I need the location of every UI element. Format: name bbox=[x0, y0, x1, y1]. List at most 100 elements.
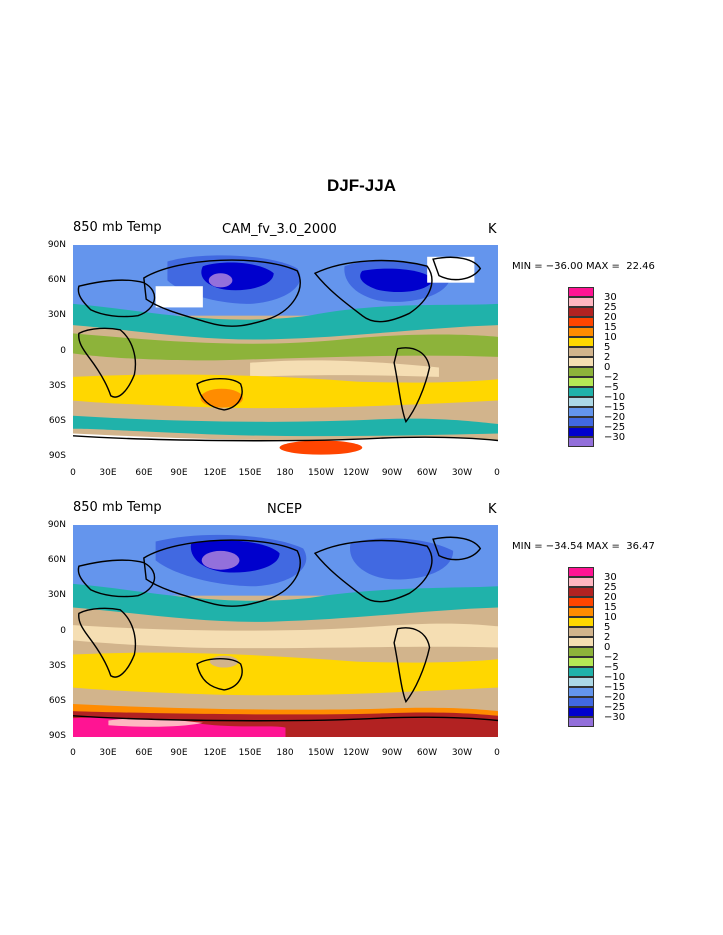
lat-tick-90n: 90N bbox=[47, 520, 66, 530]
panel-variable-label: 850 mb Temp bbox=[73, 500, 162, 515]
lat-tick-30s: 30S bbox=[48, 381, 66, 391]
field-australia-warm bbox=[209, 655, 239, 668]
colorbar-swatch bbox=[568, 667, 594, 677]
colorbar-swatch bbox=[568, 607, 594, 617]
lon-tick: 60E bbox=[135, 748, 153, 758]
colorbar-swatch bbox=[568, 347, 594, 357]
colorbar-label: −15 bbox=[604, 682, 626, 693]
colorbar-swatch bbox=[568, 657, 594, 667]
colorbar-label: 15 bbox=[604, 322, 617, 333]
colorbar bbox=[568, 567, 594, 727]
field-teal-band bbox=[73, 583, 498, 622]
lon-tick: 0 bbox=[494, 748, 500, 758]
colorbar-swatch bbox=[568, 617, 594, 627]
field-teal-band bbox=[73, 303, 498, 340]
colorbar-label: −2 bbox=[604, 652, 619, 663]
colorbar-label: 20 bbox=[604, 592, 617, 603]
colorbar-label: 20 bbox=[604, 312, 617, 323]
field-cold-core-na-inner bbox=[360, 268, 434, 293]
panel-variable-label: 850 mb Temp bbox=[73, 220, 162, 235]
field-antarctic-warm bbox=[279, 440, 363, 455]
field-tropics-wheat bbox=[250, 360, 439, 377]
colorbar-swatch bbox=[568, 597, 594, 607]
field-cold-peak-asia bbox=[208, 273, 233, 288]
colorbar bbox=[568, 287, 594, 447]
lon-tick: 90E bbox=[170, 748, 188, 758]
colorbar-swatch bbox=[568, 387, 594, 397]
panel-min-max: MIN = −34.54 MAX = 36.47 bbox=[512, 541, 655, 552]
lat-tick-30n: 30N bbox=[47, 310, 66, 320]
colorbar-swatch bbox=[568, 287, 594, 297]
panel-units-label: K bbox=[488, 222, 497, 237]
panel-units-label: K bbox=[488, 502, 497, 517]
colorbar-label: 25 bbox=[604, 302, 617, 313]
colorbar-swatch bbox=[568, 307, 594, 317]
lon-tick: 90W bbox=[381, 468, 403, 478]
figure-title: DJF-JJA bbox=[327, 176, 396, 195]
lat-tick-90n: 90N bbox=[47, 240, 66, 250]
colorbar-label: −5 bbox=[604, 382, 619, 393]
lon-tick: 30E bbox=[99, 468, 117, 478]
lat-tick-90s: 90S bbox=[48, 731, 66, 741]
coastlines bbox=[73, 256, 498, 442]
colorbar-swatch bbox=[568, 627, 594, 637]
colorbar-swatch bbox=[568, 677, 594, 687]
lon-tick: 180 bbox=[276, 748, 294, 758]
colorbar-swatch bbox=[568, 367, 594, 377]
colorbar-label: 0 bbox=[604, 362, 611, 373]
field-wheat-band bbox=[73, 623, 498, 649]
map-ncep bbox=[73, 525, 498, 737]
lat-tick-30n: 30N bbox=[47, 590, 66, 600]
field-southern-gold bbox=[73, 652, 498, 696]
lon-tick: 150E bbox=[238, 468, 262, 478]
colorbar-label: 2 bbox=[604, 632, 611, 643]
lon-tick: 0 bbox=[494, 468, 500, 478]
lat-tick-0: 0 bbox=[60, 346, 66, 356]
colorbar-label: −25 bbox=[604, 422, 626, 433]
colorbar-swatch bbox=[568, 587, 594, 597]
panel-cam: 850 mb Temp CAM_fv_3.0_2000 K MIN = −36.… bbox=[0, 214, 723, 504]
colorbar-label: −5 bbox=[604, 662, 619, 673]
colorbar-label: −15 bbox=[604, 402, 626, 413]
colorbar-swatch bbox=[568, 357, 594, 367]
lon-tick: 150W bbox=[307, 748, 335, 758]
colorbar-label: 15 bbox=[604, 602, 617, 613]
panel-ncep: 850 mb Temp NCEP K MIN = −34.54 MAX = 36… bbox=[0, 494, 723, 784]
map-cam bbox=[73, 245, 498, 457]
colorbar-swatch bbox=[568, 707, 594, 717]
field-cold-peak-asia bbox=[201, 550, 240, 570]
colorbar-swatch bbox=[568, 687, 594, 697]
colorbar-label: 10 bbox=[604, 332, 617, 343]
colorbar-swatch bbox=[568, 297, 594, 307]
field-southern-gold bbox=[73, 374, 498, 409]
colorbar-label: 2 bbox=[604, 352, 611, 363]
lon-tick: 60E bbox=[135, 468, 153, 478]
lon-tick: 150W bbox=[307, 468, 335, 478]
colorbar-label: 5 bbox=[604, 622, 611, 633]
lon-tick: 150E bbox=[238, 748, 262, 758]
lat-tick-60n: 60N bbox=[47, 555, 66, 565]
lon-tick: 120E bbox=[203, 748, 227, 758]
coastlines bbox=[73, 536, 498, 722]
colorbar-swatch bbox=[568, 647, 594, 657]
colorbar-label: −2 bbox=[604, 372, 619, 383]
lat-tick-60n: 60N bbox=[47, 275, 66, 285]
colorbar-label: 30 bbox=[604, 572, 617, 583]
lon-tick: 120W bbox=[342, 748, 370, 758]
panel-min-max: MIN = −36.00 MAX = 22.46 bbox=[512, 261, 655, 272]
colorbar-label: −20 bbox=[604, 692, 626, 703]
field-green-band bbox=[73, 333, 498, 361]
colorbar-swatch bbox=[568, 327, 594, 337]
colorbar-swatch bbox=[568, 717, 594, 727]
colorbar-swatch bbox=[568, 397, 594, 407]
lon-tick: 90W bbox=[381, 748, 403, 758]
lon-tick: 30W bbox=[451, 748, 473, 758]
colorbar-label: 5 bbox=[604, 342, 611, 353]
lon-tick: 180 bbox=[276, 468, 294, 478]
colorbar-swatch bbox=[568, 337, 594, 347]
colorbar-swatch bbox=[568, 427, 594, 437]
field-australia-warm bbox=[200, 388, 243, 408]
colorbar-label: 0 bbox=[604, 642, 611, 653]
colorbar-label: −10 bbox=[604, 392, 626, 403]
colorbar-label: −20 bbox=[604, 412, 626, 423]
